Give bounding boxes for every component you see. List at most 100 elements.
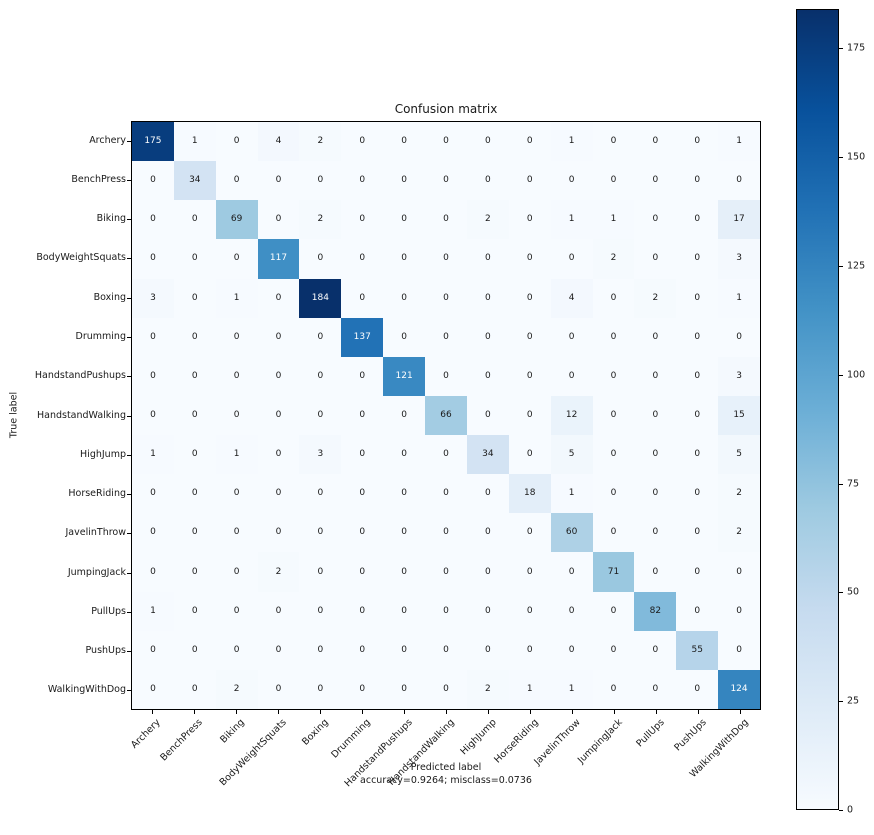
- x-tick-mark: [488, 710, 489, 714]
- matrix-cell: 0: [676, 122, 719, 162]
- accuracy-annotation: accuracy=0.9264; misclass=0.0736: [360, 774, 532, 786]
- matrix-cell: 0: [341, 200, 384, 240]
- y-tick-label: JumpingJack: [67, 566, 126, 578]
- x-tick-mark: [740, 710, 741, 714]
- matrix-cell: 3: [299, 435, 342, 475]
- matrix-cell: 0: [173, 435, 216, 475]
- x-tick-mark: [404, 710, 405, 714]
- y-tick-label: PullUps: [91, 605, 126, 617]
- matrix-cell: 2: [466, 669, 509, 709]
- matrix-cell: 0: [592, 356, 635, 396]
- x-tick-label: PushUps: [672, 717, 709, 754]
- matrix-cell: 0: [299, 591, 342, 631]
- matrix-cell: 0: [341, 435, 384, 475]
- x-tick-label: PullUps: [634, 717, 667, 750]
- matrix-cell: 0: [466, 317, 509, 357]
- matrix-cell: 0: [425, 356, 467, 396]
- matrix-cell: 0: [341, 591, 384, 631]
- x-tick-label: Biking: [218, 717, 247, 746]
- matrix-cell: 0: [718, 591, 760, 631]
- matrix-cell: 69: [215, 200, 258, 240]
- matrix-cell: 2: [299, 122, 342, 162]
- matrix-cell: 0: [257, 317, 300, 357]
- matrix-cell: 0: [676, 552, 719, 592]
- matrix-cell: 0: [550, 552, 593, 592]
- matrix-cell: 117: [257, 239, 300, 279]
- matrix-cell: 0: [634, 669, 677, 709]
- matrix-cell: 2: [299, 200, 342, 240]
- matrix-cell: 0: [299, 161, 342, 201]
- matrix-cell: 0: [508, 552, 551, 592]
- matrix-cell: 3: [718, 239, 760, 279]
- matrix-cell: 0: [634, 513, 677, 553]
- matrix-cell: 0: [299, 552, 342, 592]
- matrix-cell: 2: [634, 278, 677, 318]
- matrix-cell: 0: [508, 278, 551, 318]
- x-tick-label: BenchPress: [158, 717, 205, 764]
- matrix-cell: 0: [173, 395, 216, 436]
- y-tick-label: BenchPress: [71, 173, 126, 185]
- matrix-cell: 71: [592, 552, 635, 592]
- matrix-cell: 1: [132, 591, 174, 631]
- matrix-cell: 1: [550, 474, 593, 514]
- matrix-cell: 0: [550, 317, 593, 357]
- matrix-cell: 0: [299, 239, 342, 279]
- matrix-cell: 2: [257, 552, 300, 592]
- matrix-cell: 0: [508, 435, 551, 475]
- x-tick-mark: [362, 710, 363, 714]
- matrix-cell: 0: [173, 591, 216, 631]
- matrix-cell: 0: [508, 122, 551, 162]
- colorbar: [796, 9, 839, 810]
- matrix-cell: 0: [215, 239, 258, 279]
- matrix-cell: 0: [299, 513, 342, 553]
- matrix-cell: 0: [383, 513, 426, 553]
- matrix-cell: 0: [508, 513, 551, 553]
- matrix-cell: 82: [634, 591, 677, 631]
- matrix-cell: 1: [132, 435, 174, 475]
- matrix-cell: 0: [173, 356, 216, 396]
- matrix-cell: 0: [466, 356, 509, 396]
- matrix-cell: 0: [425, 474, 467, 514]
- matrix-cell: 0: [425, 161, 467, 201]
- matrix-cell: 0: [215, 356, 258, 396]
- matrix-cell: 0: [299, 474, 342, 514]
- matrix-cell: 0: [508, 630, 551, 670]
- matrix-cell: 0: [634, 161, 677, 201]
- matrix-cell: 0: [132, 669, 174, 709]
- chart-title: Confusion matrix: [394, 102, 498, 116]
- matrix-cell: 0: [718, 317, 760, 357]
- x-axis-label: Predicted label: [410, 762, 482, 773]
- matrix-cell: 34: [466, 435, 509, 475]
- matrix-cell: 0: [215, 122, 258, 162]
- matrix-cell: 0: [383, 317, 426, 357]
- matrix-cell: 0: [550, 356, 593, 396]
- matrix-cell: 0: [215, 317, 258, 357]
- matrix-cell: 121: [383, 356, 426, 396]
- matrix-cell: 0: [676, 435, 719, 475]
- matrix-cell: 0: [215, 513, 258, 553]
- matrix-cell: 15: [718, 395, 760, 436]
- x-tick-mark: [614, 710, 615, 714]
- matrix-cell: 1: [718, 278, 760, 318]
- matrix-cell: 0: [299, 356, 342, 396]
- matrix-cell: 0: [299, 630, 342, 670]
- matrix-cell: 0: [257, 630, 300, 670]
- colorbar-tick-mark: [839, 48, 843, 50]
- matrix-cell: 0: [634, 552, 677, 592]
- matrix-cell: 0: [634, 630, 677, 670]
- y-tick-mark: [127, 611, 131, 613]
- x-tick-mark: [530, 710, 531, 714]
- matrix-cell: 0: [718, 630, 760, 670]
- matrix-cell: 0: [299, 395, 342, 436]
- matrix-cell: 1: [173, 122, 216, 162]
- y-tick-label: Drumming: [75, 330, 126, 342]
- matrix-cell: 0: [718, 161, 760, 201]
- matrix-cell: 0: [383, 122, 426, 162]
- matrix-cell: 0: [341, 669, 384, 709]
- matrix-cell: 0: [383, 591, 426, 631]
- x-tick-mark: [236, 710, 237, 714]
- matrix-cell: 1: [215, 278, 258, 318]
- matrix-cell: 0: [634, 395, 677, 436]
- matrix-cell: 0: [341, 356, 384, 396]
- matrix-cell: 0: [132, 317, 174, 357]
